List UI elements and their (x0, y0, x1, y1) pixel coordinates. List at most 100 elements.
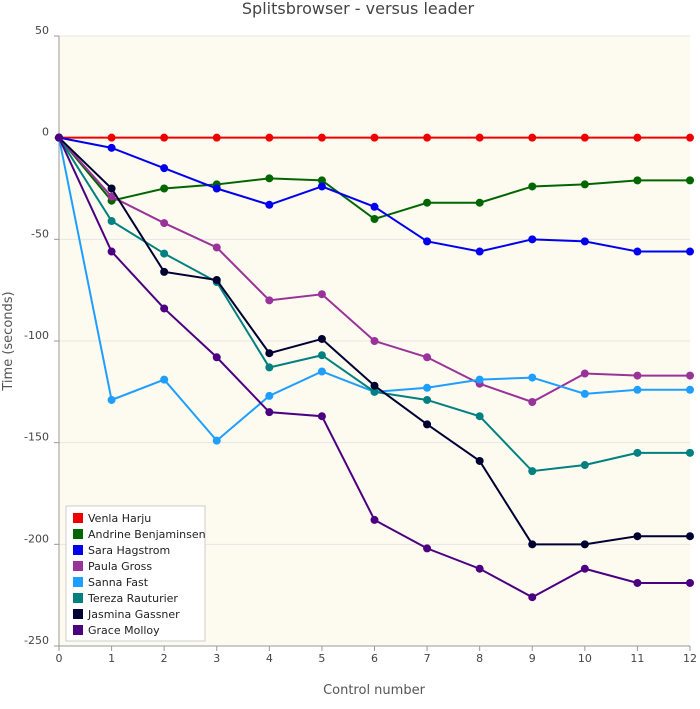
data-point (528, 182, 537, 191)
data-point (580, 369, 589, 378)
data-point (107, 133, 116, 142)
data-point (160, 375, 169, 384)
x-tick-label: 1 (108, 652, 115, 665)
legend-swatch (73, 545, 83, 555)
x-tick-label: 0 (56, 652, 63, 665)
data-point (475, 564, 484, 573)
data-point (686, 176, 694, 185)
data-point (370, 515, 379, 524)
data-point (528, 398, 537, 406)
data-point (528, 467, 537, 476)
data-point (633, 247, 642, 256)
data-point (370, 202, 379, 211)
x-tick-label: 11 (630, 652, 644, 665)
x-tick-label: 2 (161, 652, 168, 665)
data-point (686, 448, 694, 457)
legend-swatch (73, 609, 83, 619)
y-tick-label: 0 (42, 126, 49, 139)
data-point (423, 133, 432, 142)
data-point (580, 180, 589, 189)
legend-swatch (73, 593, 83, 603)
data-point (580, 540, 589, 549)
legend-label: Venla Harju (88, 512, 151, 525)
data-point (423, 237, 432, 246)
legend-label: Paula Gross (88, 560, 152, 573)
data-point (212, 276, 221, 284)
data-point (528, 540, 537, 549)
chart-title: Splitsbrowser - versus leader (242, 0, 475, 18)
legend-swatch (73, 625, 83, 635)
data-point (528, 133, 537, 142)
axes (54, 35, 691, 651)
data-point (317, 334, 326, 343)
data-point (265, 391, 274, 400)
legend-swatch (73, 561, 83, 571)
x-tick-label: 3 (213, 652, 220, 665)
data-point (160, 219, 169, 228)
data-point (580, 461, 589, 470)
data-point (475, 412, 484, 421)
legend-label: Sara Hagstrom (88, 544, 170, 557)
data-point (633, 176, 642, 185)
legend-label: Sanna Fast (88, 576, 149, 589)
data-point (580, 237, 589, 246)
y-tick-label: -100 (24, 329, 49, 342)
data-point (265, 408, 274, 417)
data-point (475, 198, 484, 207)
data-point (475, 456, 484, 465)
data-point (686, 385, 694, 394)
data-point (633, 371, 642, 380)
x-axis-label: Control number (323, 683, 426, 698)
data-point (317, 133, 326, 142)
data-point (423, 353, 432, 362)
data-point (265, 200, 274, 209)
data-point (686, 371, 694, 380)
legend-swatch (73, 529, 83, 539)
data-point (212, 184, 221, 193)
x-tick-label: 12 (683, 652, 697, 665)
x-tick-label: 9 (529, 652, 536, 665)
y-tick-label: -250 (24, 634, 49, 647)
data-point (107, 395, 116, 404)
data-point (212, 353, 221, 362)
data-point (580, 133, 589, 142)
data-point (633, 448, 642, 457)
y-axis-label: Time (seconds) (1, 291, 16, 391)
data-point (317, 182, 326, 191)
x-tick-label: 5 (318, 652, 325, 665)
data-point (686, 247, 694, 256)
data-point (160, 184, 169, 193)
data-point (265, 349, 274, 358)
data-point (370, 381, 379, 390)
x-tick-label: 6 (371, 652, 378, 665)
data-point (370, 337, 379, 345)
data-point (686, 133, 694, 142)
data-point (528, 593, 537, 602)
y-tick-label: -200 (24, 532, 49, 545)
data-point (633, 385, 642, 394)
legend: Venla Harju Andrine Benjaminsen Sara Hagst… (65, 505, 206, 642)
data-point (686, 578, 694, 587)
data-point (528, 235, 537, 244)
x-tick-label: 10 (578, 652, 592, 665)
data-point (633, 133, 642, 142)
data-point (423, 198, 432, 207)
data-point (55, 133, 63, 142)
data-point (580, 564, 589, 573)
data-point (107, 247, 116, 256)
data-point (686, 532, 694, 541)
data-point (475, 133, 484, 142)
data-point (317, 290, 326, 299)
data-point (317, 351, 326, 360)
data-point (107, 184, 116, 193)
data-point (212, 133, 221, 142)
data-point (317, 176, 326, 185)
x-tick-label: 7 (424, 652, 431, 665)
y-tick-label: -50 (31, 227, 49, 240)
data-point (212, 436, 221, 445)
series-group (55, 133, 694, 406)
data-point (370, 133, 379, 142)
legend-label: Jasmina Gassner (87, 608, 180, 621)
